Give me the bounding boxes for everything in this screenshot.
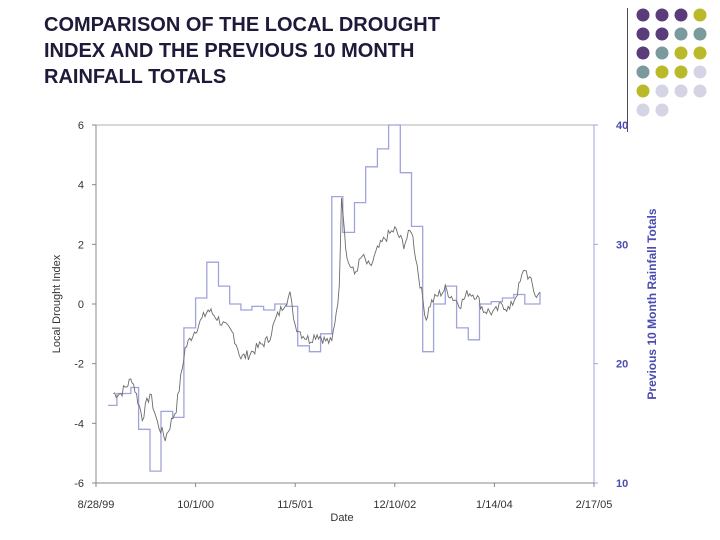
decorative-dot — [636, 65, 650, 79]
decorative-dot — [655, 84, 669, 98]
x-axis-ticks: 8/28/99 10/1/00 11/5/01 12/10/02 1/14/04 2/17… — [78, 483, 613, 511]
decorative-dot — [655, 103, 669, 117]
left-tick-label: 4 — [78, 180, 84, 192]
left-axis-ticks: 6 4 2 0 -2 -4 -6 — [74, 120, 96, 490]
plot-area — [95, 124, 595, 484]
x-tick-label: 11/5/01 — [277, 499, 313, 511]
left-tick-label: 6 — [78, 120, 84, 132]
slide-title-line-3: RAINFALL TOTALS — [44, 66, 227, 88]
decorative-divider — [627, 8, 628, 132]
left-tick-label: -2 — [74, 359, 84, 371]
right-tick-label: 40 — [616, 120, 628, 132]
decorative-dot — [655, 46, 669, 60]
left-tick-label: -4 — [74, 418, 84, 430]
right-tick-label: 10 — [616, 478, 628, 490]
x-tick-label: 12/10/02 — [373, 499, 416, 511]
decorative-dot — [655, 27, 669, 41]
left-tick-label: 2 — [78, 239, 84, 251]
decorative-dot — [636, 84, 650, 98]
decorative-dot — [655, 65, 669, 79]
slide-title: COMPARISON OF THE LOCAL DROUGHT INDEX AN… — [44, 12, 604, 90]
decorative-dot — [693, 27, 707, 41]
decorative-dot — [674, 84, 688, 98]
decorative-dot — [674, 65, 688, 79]
x-tick-label: 1/14/04 — [476, 499, 513, 511]
y2-axis-label: Previous 10 Month Rainfall Totals — [645, 208, 659, 399]
left-tick-label: 0 — [78, 299, 84, 311]
decorative-dot — [674, 8, 688, 22]
decorative-dot — [674, 27, 688, 41]
slide-title-line-2: INDEX AND THE PREVIOUS 10 MONTH — [44, 40, 415, 62]
y-axis-label: Local Drought Index — [51, 254, 63, 353]
right-tick-label: 20 — [616, 359, 628, 371]
decorative-dot — [636, 46, 650, 60]
decorative-dot — [693, 65, 707, 79]
decorative-dot — [636, 27, 650, 41]
series-rainfall-line — [108, 124, 541, 472]
left-tick-label: -6 — [74, 478, 84, 490]
decorative-dot — [674, 46, 688, 60]
x-axis-label: Date — [330, 512, 353, 524]
decorative-dot — [636, 103, 650, 117]
right-axis-ticks: 40 30 20 10 — [594, 120, 628, 490]
series-drought-line — [113, 198, 541, 442]
decorative-dot — [693, 46, 707, 60]
decorative-dot — [655, 8, 669, 22]
decorative-dot — [636, 8, 650, 22]
decorative-dot — [693, 8, 707, 22]
x-tick-label: 10/1/00 — [177, 499, 214, 511]
slide-title-line-1: COMPARISON OF THE LOCAL DROUGHT — [44, 14, 440, 36]
x-tick-label: 8/28/99 — [78, 499, 115, 511]
decorative-dot-grid — [636, 8, 707, 117]
x-tick-label: 2/17/05 — [576, 499, 613, 511]
decorative-dot — [693, 84, 707, 98]
right-tick-label: 30 — [616, 239, 628, 251]
